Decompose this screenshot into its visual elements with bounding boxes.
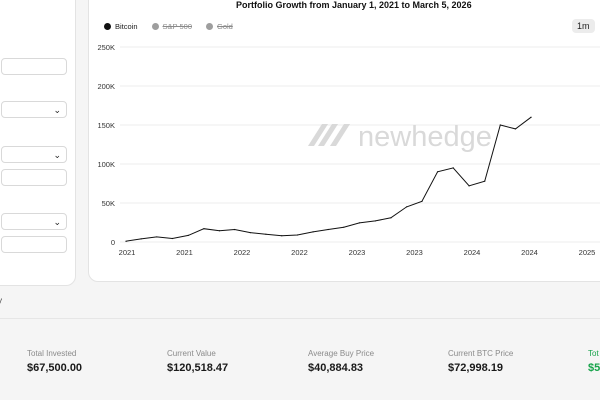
watermark-logo-icon — [318, 124, 338, 146]
legend-item-gold[interactable]: Gold — [206, 22, 233, 31]
data-point — [265, 233, 267, 235]
stat-value: $5 — [588, 362, 600, 374]
data-point — [468, 185, 470, 187]
data-point — [312, 231, 314, 233]
x-tick-label: 2021 — [176, 248, 193, 257]
stat-label: Tot — [588, 349, 599, 358]
end-date-input[interactable] — [1, 236, 67, 253]
y-tick-label: 100K — [97, 160, 115, 169]
stat-value: $67,500.00 — [27, 362, 83, 374]
data-point — [514, 128, 517, 130]
watermark-logo-icon — [330, 124, 350, 146]
data-point — [140, 238, 142, 240]
data-point — [499, 124, 501, 126]
range-button-3[interactable]: 3 — [596, 19, 600, 33]
chart-title: Portfolio Growth from January 1, 2021 to… — [236, 0, 472, 10]
y-tick-label: 0 — [111, 238, 115, 247]
stat-total-invested: Total Invested $67,500.00 — [27, 349, 82, 374]
chevron-down-icon: ⌄ — [53, 105, 61, 115]
data-point — [327, 228, 329, 231]
portfolio-chart: newhedge 0 50K 100K 150K 200K 250K 2021 2021 20… — [97, 43, 600, 257]
y-axis: 0 50K 100K 150K 200K 250K — [97, 43, 115, 247]
frequency-select[interactable]: ⌄ — [1, 101, 67, 118]
data-point — [390, 217, 392, 219]
legend-dot-icon — [206, 23, 213, 30]
data-point — [218, 230, 221, 232]
data-point — [358, 222, 361, 224]
calculator-settings-panel: ⌄ ⌄ ⌄ — [0, 0, 76, 286]
stat-label: Average Buy Price — [308, 349, 375, 358]
stray-text: y — [0, 296, 2, 305]
range-button-1m[interactable]: 1m — [572, 19, 595, 33]
x-tick-label: 2022 — [291, 248, 308, 257]
chevron-down-icon: ⌄ — [53, 150, 61, 160]
x-tick-label: 2023 — [406, 248, 423, 257]
data-point — [125, 240, 127, 242]
stat-value: $40,884.83 — [308, 362, 364, 374]
stat-value: $120,518.47 — [167, 362, 229, 374]
stat-value: $72,998.19 — [448, 362, 504, 374]
legend-item-bitcoin[interactable]: Bitcoin — [104, 22, 138, 31]
newhedge-watermark: newhedge — [308, 121, 492, 153]
legend-label: Gold — [217, 22, 233, 31]
y-tick-label: 250K — [97, 43, 115, 52]
x-tick-label: 2024 — [464, 248, 481, 257]
data-point — [249, 232, 251, 234]
stat-current-value: Current Value $120,518.47 — [167, 349, 228, 374]
data-point — [343, 226, 345, 228]
x-tick-label: 2022 — [234, 248, 251, 257]
y-tick-label: 50K — [102, 199, 115, 208]
stat-label: Current BTC Price — [448, 349, 514, 358]
data-point — [484, 180, 486, 182]
stat-label: Total Invested — [27, 349, 77, 358]
y-tick-label: 150K — [97, 121, 115, 130]
y-tick-label: 200K — [97, 82, 115, 91]
stat-average-buy-price: Average Buy Price $40,884.83 — [308, 349, 374, 374]
data-point — [171, 237, 173, 240]
data-point — [296, 234, 299, 236]
data-point — [374, 220, 376, 222]
x-tick-label: 2021 — [119, 248, 136, 257]
stat-total-return: Tot $5 — [588, 349, 600, 374]
data-point — [187, 234, 189, 236]
stat-current-btc-price: Current BTC Price $72,998.19 — [448, 349, 513, 374]
watermark-text: newhedge — [358, 121, 492, 153]
x-tick-label: 2023 — [349, 248, 366, 257]
legend-label: Bitcoin — [115, 22, 138, 31]
series-points — [125, 116, 532, 242]
period-select[interactable]: ⌄ — [1, 213, 67, 230]
legend-label: S&P 500 — [162, 22, 192, 31]
data-point — [436, 171, 439, 173]
x-axis: 2021202120222022202320232024202420252025 — [119, 248, 596, 257]
chart-legend: Bitcoin S&P 500 Gold — [104, 22, 233, 31]
legend-item-sp500[interactable]: S&P 500 — [151, 22, 192, 31]
data-point — [281, 235, 283, 237]
asset-select[interactable]: ⌄ — [1, 146, 67, 163]
data-point — [234, 228, 236, 231]
data-point — [203, 228, 205, 230]
data-point — [156, 236, 158, 238]
divider — [0, 318, 600, 319]
legend-dot-icon — [104, 23, 111, 30]
watermark-logo-icon — [308, 124, 328, 146]
x-tick-label: 2025 — [579, 248, 596, 257]
data-point — [405, 206, 408, 208]
data-point — [421, 200, 423, 203]
x-tick-label: 2024 — [521, 248, 538, 257]
investment-input[interactable] — [1, 58, 67, 75]
start-date-input[interactable] — [1, 169, 67, 186]
chevron-down-icon: ⌄ — [53, 217, 61, 227]
legend-dot-icon — [151, 23, 159, 30]
data-point — [530, 116, 532, 118]
range-selector: 1m 3 — [572, 19, 600, 33]
data-point — [452, 167, 454, 169]
stat-label: Current Value — [167, 349, 216, 358]
